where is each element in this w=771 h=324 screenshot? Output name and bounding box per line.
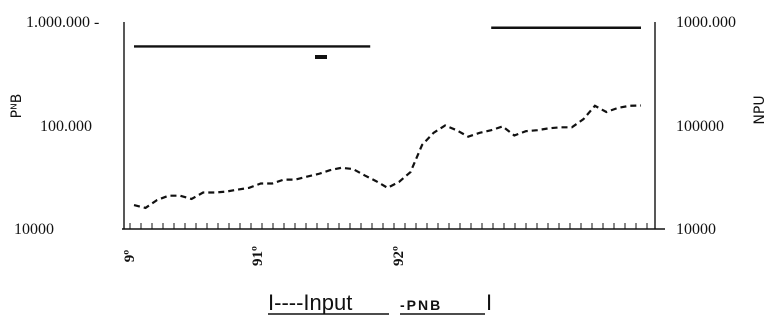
- y-left-axis-label: PᴺB: [9, 94, 25, 119]
- y-left-tick-label: 10000: [14, 221, 54, 238]
- y-right-tick-label: 100000: [676, 118, 724, 135]
- x-tick-label: 92º: [391, 246, 407, 266]
- series-line-pnb: [133, 104, 642, 210]
- legend-close-bar: I: [486, 290, 492, 315]
- x-tick-label: 91º: [250, 246, 266, 266]
- x-tick-label: 9º: [122, 250, 138, 263]
- x-axis-minor-ticks: [129, 223, 648, 229]
- legend-pnb-label: -PNB: [400, 297, 442, 313]
- y-left-tick-label: 100.000: [40, 118, 92, 135]
- y-right-tick-label: 10000: [676, 221, 716, 238]
- y-right-tick-label: 1000.000: [676, 14, 736, 31]
- y-right-axis-label: NPU: [752, 95, 768, 124]
- y-left-tick-label: 1.000.000 -: [26, 14, 99, 31]
- legend-input-label: I----Input: [268, 290, 352, 315]
- series-input: [134, 26, 641, 48]
- series-pnb: [133, 104, 642, 210]
- input-marker: [315, 55, 327, 59]
